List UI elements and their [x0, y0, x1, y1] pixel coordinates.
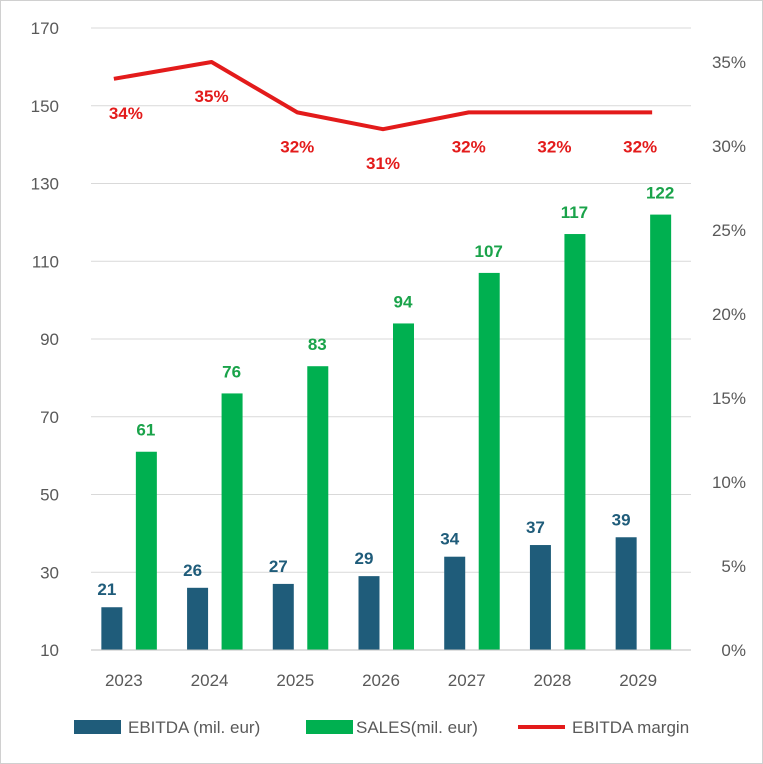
left-tick-label: 90 [40, 330, 59, 349]
x-axis: 2023 2024 2025 2026 2027 2028 2029 [91, 649, 691, 690]
x-tick-label: 2023 [105, 671, 143, 690]
bars [101, 214, 672, 650]
left-tick-label: 10 [40, 641, 59, 660]
margin-value-label: 32% [452, 137, 486, 156]
sales-bar [135, 451, 157, 650]
margin-value-label: 35% [195, 87, 229, 106]
legend-label-ebitda: EBITDA (mil. eur) [128, 718, 260, 737]
sales-bar [393, 323, 414, 650]
left-tick-label: 70 [40, 408, 59, 427]
legend-label-sales: SALES(mil. eur) [356, 718, 478, 737]
sales-value-label: 61 [136, 421, 155, 440]
ebitda-value-label: 29 [355, 549, 374, 568]
legend-label-margin: EBITDA margin [572, 718, 689, 737]
ebitda-value-label: 37 [526, 518, 545, 537]
right-axis: 0% 5% 10% 15% 20% 25% 30% 35% [712, 53, 746, 660]
data-labels: 21 61 26 76 27 83 29 94 34 107 37 117 39 122 34% 35% 32%… [97, 87, 674, 599]
sales-bar [221, 393, 243, 650]
margin-series-line [113, 60, 653, 132]
right-tick-label: 20% [712, 305, 746, 324]
legend: EBITDA (mil. eur) SALES(mil. eur) EBITDA m… [74, 718, 689, 737]
left-tick-label: 150 [31, 97, 59, 116]
right-tick-label: 10% [712, 473, 746, 492]
ebitda-value-label: 39 [612, 510, 631, 529]
sales-bar [564, 234, 586, 650]
sales-value-label: 76 [222, 362, 241, 381]
sales-value-label: 107 [475, 242, 503, 261]
ebitda-bar [444, 556, 466, 650]
ebitda-bar [615, 537, 637, 650]
margin-value-label: 31% [366, 154, 400, 173]
ebitda-bar [101, 607, 123, 650]
left-tick-label: 130 [31, 175, 59, 194]
margin-value-label: 32% [623, 137, 657, 156]
x-tick-label: 2028 [534, 671, 572, 690]
x-tick-label: 2024 [191, 671, 229, 690]
right-tick-label: 30% [712, 137, 746, 156]
sales-value-label: 117 [561, 203, 588, 222]
sales-bar [650, 214, 672, 650]
x-tick-label: 2026 [362, 671, 400, 690]
legend-swatch-sales [306, 720, 353, 734]
legend-swatch-ebitda [74, 720, 121, 734]
sales-bar [478, 272, 500, 650]
ebitda-value-label: 21 [97, 580, 116, 599]
left-tick-label: 50 [40, 486, 59, 505]
ebitda-value-label: 34 [440, 530, 459, 549]
left-tick-label: 170 [31, 19, 59, 38]
left-tick-label: 30 [40, 563, 59, 582]
margin-value-label: 32% [537, 137, 571, 156]
x-tick-label: 2025 [276, 671, 314, 690]
ebitda-bar [187, 587, 209, 650]
sales-value-label: 122 [646, 184, 674, 203]
ebitda-bar [358, 576, 380, 650]
right-tick-label: 35% [712, 53, 746, 72]
right-tick-label: 25% [712, 221, 746, 240]
right-tick-label: 5% [721, 557, 746, 576]
ebitda-bar [529, 545, 551, 650]
ebitda-value-label: 26 [183, 561, 202, 580]
ebitda-bar [272, 583, 294, 650]
sales-value-label: 94 [394, 292, 413, 311]
gridlines [91, 27, 691, 651]
left-axis: 10 30 50 70 90 110 130 150 170 [31, 19, 59, 660]
sales-value-label: 83 [308, 335, 327, 354]
ebitda-value-label: 27 [269, 557, 288, 576]
margin-value-label: 34% [109, 104, 143, 123]
right-tick-label: 15% [712, 389, 746, 408]
right-tick-label: 0% [721, 641, 746, 660]
x-tick-label: 2029 [619, 671, 657, 690]
margin-line [113, 60, 653, 132]
x-tick-label: 2027 [448, 671, 486, 690]
margin-value-label: 32% [280, 137, 314, 156]
sales-bar [307, 366, 329, 650]
left-tick-label: 110 [32, 252, 59, 271]
